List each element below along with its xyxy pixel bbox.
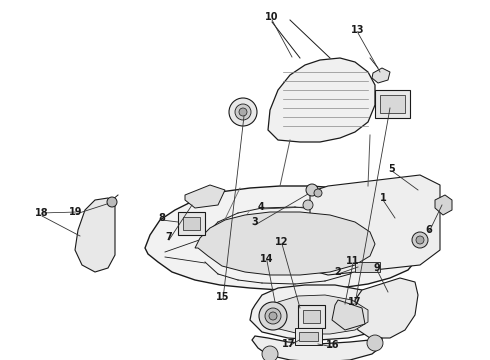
Polygon shape — [352, 278, 418, 338]
Polygon shape — [263, 295, 368, 334]
Circle shape — [314, 189, 322, 197]
Text: 12: 12 — [275, 237, 289, 247]
Text: 17: 17 — [348, 297, 362, 307]
Polygon shape — [295, 328, 322, 345]
Text: 13: 13 — [351, 25, 365, 35]
Text: 1: 1 — [380, 193, 387, 203]
Polygon shape — [252, 336, 382, 360]
Text: 9: 9 — [374, 263, 380, 273]
Polygon shape — [178, 212, 205, 235]
Text: 16: 16 — [326, 340, 340, 350]
Polygon shape — [303, 310, 320, 323]
Circle shape — [269, 312, 277, 320]
Circle shape — [306, 184, 318, 196]
Circle shape — [367, 335, 383, 351]
Circle shape — [416, 236, 424, 244]
Circle shape — [239, 108, 247, 116]
Circle shape — [107, 197, 117, 207]
Polygon shape — [183, 217, 200, 230]
Polygon shape — [75, 198, 115, 272]
Text: 10: 10 — [265, 12, 279, 22]
Polygon shape — [250, 285, 388, 340]
Text: 8: 8 — [159, 213, 166, 223]
Text: 19: 19 — [69, 207, 83, 217]
Text: 11: 11 — [346, 256, 360, 266]
Text: 5: 5 — [389, 164, 395, 174]
Text: 14: 14 — [260, 254, 274, 264]
Polygon shape — [375, 90, 410, 118]
Text: 2: 2 — [335, 267, 342, 277]
Text: 7: 7 — [166, 232, 172, 242]
Text: 6: 6 — [426, 225, 432, 235]
Polygon shape — [145, 186, 422, 290]
Text: 18: 18 — [35, 208, 49, 218]
Text: 3: 3 — [252, 217, 258, 227]
Text: 17: 17 — [282, 339, 296, 349]
Polygon shape — [310, 175, 440, 275]
Circle shape — [259, 302, 287, 330]
Polygon shape — [298, 305, 325, 328]
Text: 4: 4 — [258, 202, 265, 212]
Circle shape — [303, 200, 313, 210]
Polygon shape — [332, 300, 365, 330]
Polygon shape — [372, 68, 390, 83]
Circle shape — [262, 346, 278, 360]
Circle shape — [412, 232, 428, 248]
Circle shape — [229, 98, 257, 126]
Polygon shape — [435, 195, 452, 215]
Polygon shape — [355, 262, 380, 272]
Polygon shape — [380, 95, 405, 113]
Circle shape — [265, 308, 281, 324]
Text: 15: 15 — [216, 292, 230, 302]
Polygon shape — [299, 332, 318, 341]
Polygon shape — [185, 185, 225, 208]
Polygon shape — [268, 58, 375, 142]
Circle shape — [235, 104, 251, 120]
Polygon shape — [195, 212, 375, 275]
